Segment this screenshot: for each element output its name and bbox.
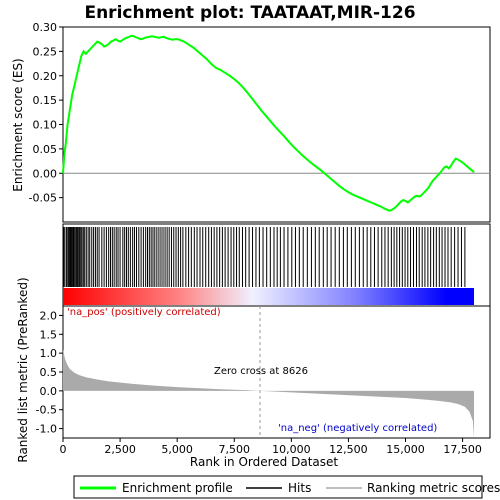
legend-label-hits: Hits [288, 481, 311, 495]
es-y-tick-label: 0.25 [33, 45, 58, 58]
rank-color-bar [63, 288, 475, 305]
es-panel: 0.30 0.25 0.20 0.15 0.10 0.05 0.00 -0.05 [29, 21, 491, 223]
es-y-tick-label: 0.20 [33, 70, 58, 83]
metric-y-tick-label: 0.0 [40, 385, 58, 398]
legend: Enrichment profile Hits Ranking metric s… [73, 475, 500, 499]
x-tick-label: 7,500 [219, 443, 251, 456]
es-y-tick-label: -0.05 [29, 192, 57, 205]
x-tick-label: 2,500 [104, 443, 136, 456]
legend-label-ranking: Ranking metric scores [367, 481, 500, 495]
metric-panel: 2.0 1.5 1.0 0.5 0.0 -0.5 -1.00 2,500 5,000 7,500 1… [36, 305, 491, 456]
zero-cross-label: Zero cross at 8626 [214, 366, 308, 377]
x-tick-label: 15,000 [386, 443, 425, 456]
metric-y-tick-label: 0.5 [40, 366, 58, 379]
metric-y-tick-label: -0.5 [36, 404, 57, 417]
x-tick-label: 12,500 [329, 443, 368, 456]
es-axis-label: Enrichment score (ES) [11, 58, 25, 191]
negative-correlation-label: 'na_neg' (negatively correlated) [278, 423, 437, 434]
metric-y-tick-label: 1.5 [40, 328, 58, 341]
x-tick-label: 17,500 [443, 443, 482, 456]
metric-y-tick-label: 2.0 [40, 309, 58, 322]
x-tick-label: 0 [60, 443, 67, 456]
es-y-tick-label: 0.10 [33, 119, 58, 132]
metric-y-tick-label: -1.0 [36, 423, 57, 436]
positive-correlation-label: 'na_pos' (positively correlated) [67, 307, 221, 318]
chart-title: Enrichment plot: TAATAAT,MIR-126 [84, 3, 415, 23]
x-tick-label: 5,000 [161, 443, 193, 456]
metric-axis-label: Ranked list metric (PreRanked) [16, 277, 30, 462]
metric-plot-frame [62, 305, 491, 439]
legend-label-enrichment: Enrichment profile [122, 481, 233, 495]
x-tick-label: 10,000 [272, 443, 311, 456]
legend-box [73, 475, 483, 499]
enrichment-profile-line [62, 34, 475, 212]
es-y-tick-label: 0.00 [33, 167, 58, 180]
x-axis-label: Rank in Ordered Dataset [190, 455, 338, 469]
metric-y-tick-label: 1.0 [40, 347, 58, 360]
ranking-metric-area [63, 349, 475, 438]
es-y-tick-label: 0.30 [33, 21, 58, 34]
es-y-tick-label: 0.15 [33, 94, 58, 107]
es-plot-frame [62, 26, 491, 223]
es-y-tick-label: 0.05 [33, 143, 58, 156]
hits-panel [62, 223, 491, 307]
